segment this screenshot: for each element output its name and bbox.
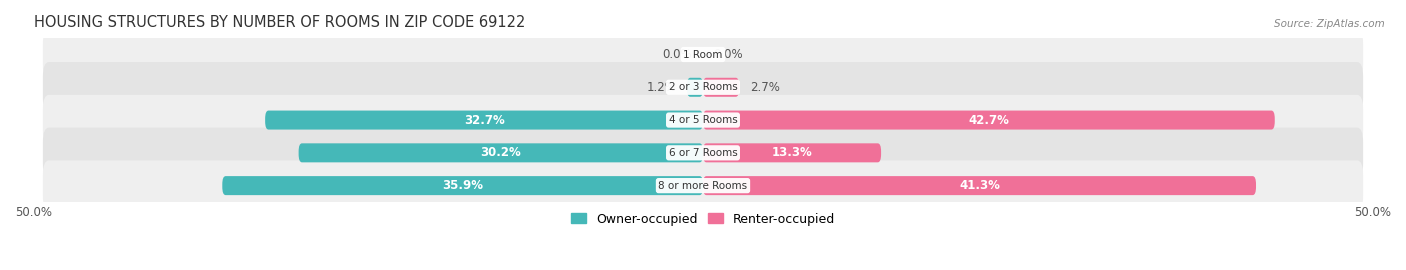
FancyBboxPatch shape — [688, 78, 703, 97]
FancyBboxPatch shape — [298, 143, 703, 162]
Text: 1 Room: 1 Room — [683, 49, 723, 59]
Text: 0.0%: 0.0% — [662, 48, 692, 61]
FancyBboxPatch shape — [266, 110, 703, 130]
Text: 32.7%: 32.7% — [464, 114, 505, 127]
Text: HOUSING STRUCTURES BY NUMBER OF ROOMS IN ZIP CODE 69122: HOUSING STRUCTURES BY NUMBER OF ROOMS IN… — [34, 15, 524, 30]
Text: 41.3%: 41.3% — [959, 179, 1000, 192]
FancyBboxPatch shape — [703, 176, 1256, 195]
FancyBboxPatch shape — [703, 143, 882, 162]
FancyBboxPatch shape — [42, 29, 1364, 80]
Text: 6 or 7 Rooms: 6 or 7 Rooms — [669, 148, 737, 158]
Text: Source: ZipAtlas.com: Source: ZipAtlas.com — [1274, 19, 1385, 29]
Text: 1.2%: 1.2% — [647, 81, 676, 94]
Text: 4 or 5 Rooms: 4 or 5 Rooms — [669, 115, 737, 125]
Text: 30.2%: 30.2% — [481, 146, 522, 159]
Text: 42.7%: 42.7% — [969, 114, 1010, 127]
FancyBboxPatch shape — [222, 176, 703, 195]
FancyBboxPatch shape — [703, 110, 1275, 130]
FancyBboxPatch shape — [42, 95, 1364, 145]
Legend: Owner-occupied, Renter-occupied: Owner-occupied, Renter-occupied — [565, 206, 841, 232]
Text: 13.3%: 13.3% — [772, 146, 813, 159]
FancyBboxPatch shape — [42, 62, 1364, 113]
Text: 0.0%: 0.0% — [714, 48, 744, 61]
FancyBboxPatch shape — [42, 160, 1364, 211]
Text: 8 or more Rooms: 8 or more Rooms — [658, 181, 748, 191]
FancyBboxPatch shape — [703, 78, 740, 97]
Text: 2 or 3 Rooms: 2 or 3 Rooms — [669, 82, 737, 92]
Text: 35.9%: 35.9% — [441, 179, 484, 192]
Text: 2.7%: 2.7% — [749, 81, 780, 94]
FancyBboxPatch shape — [42, 128, 1364, 178]
